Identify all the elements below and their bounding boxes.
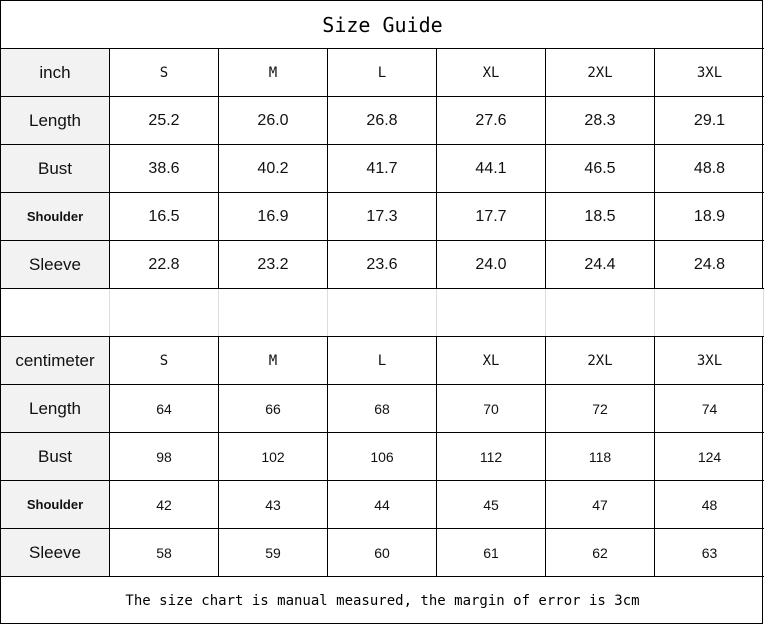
size-header: S bbox=[110, 337, 219, 384]
table-title: Size Guide bbox=[1, 1, 764, 49]
empty-cell bbox=[110, 289, 219, 336]
table-row: Bust 98 102 106 112 118 124 bbox=[1, 433, 764, 481]
table-cell: 68 bbox=[328, 385, 437, 432]
table-cell: 23.2 bbox=[219, 241, 328, 288]
size-header: 3XL bbox=[696, 352, 723, 369]
table-row: Length 25.2 26.0 26.8 27.6 28.3 29.1 bbox=[1, 97, 764, 145]
table-cell: 43 bbox=[219, 481, 328, 528]
table-cell: 74 bbox=[701, 400, 718, 417]
size-header: M bbox=[219, 49, 328, 96]
row-label: Bust bbox=[1, 145, 110, 192]
size-header: XL bbox=[437, 337, 546, 384]
table-cell: 16.5 bbox=[110, 193, 219, 240]
size-header: L bbox=[328, 337, 437, 384]
table-cell: 48.8 bbox=[693, 159, 726, 177]
row-label: Shoulder bbox=[1, 481, 110, 528]
table-cell: 40.2 bbox=[219, 145, 328, 192]
table-cell: 41.7 bbox=[328, 145, 437, 192]
table-cell: 44 bbox=[328, 481, 437, 528]
table-cell: 23.6 bbox=[328, 241, 437, 288]
empty-cell bbox=[437, 289, 546, 336]
row-label: Length bbox=[1, 385, 110, 432]
unit-label: centimeter bbox=[1, 337, 110, 384]
size-header-row: centimeter S M L XL 2XL 3XL bbox=[1, 337, 764, 385]
size-header: L bbox=[328, 49, 437, 96]
unit-label: inch bbox=[1, 49, 110, 96]
table-row: Sleeve 22.8 23.2 23.6 24.0 24.4 24.8 bbox=[1, 241, 764, 289]
table-row: Sleeve 58 59 60 61 62 63 bbox=[1, 529, 764, 577]
table-cell: 16.9 bbox=[219, 193, 328, 240]
size-header: M bbox=[219, 337, 328, 384]
table-cell: 18.9 bbox=[693, 207, 726, 225]
table-cell: 59 bbox=[219, 529, 328, 576]
empty-cell bbox=[1, 289, 110, 336]
table-row: Shoulder 16.5 16.9 17.3 17.7 18.5 18.9 bbox=[1, 193, 764, 241]
table-cell: 124 bbox=[697, 448, 722, 465]
row-label: Shoulder bbox=[1, 193, 110, 240]
table-cell: 64 bbox=[110, 385, 219, 432]
table-cell: 22.8 bbox=[110, 241, 219, 288]
empty-cell bbox=[328, 289, 437, 336]
size-header: 2XL bbox=[546, 337, 655, 384]
table-cell: 60 bbox=[328, 529, 437, 576]
table-cell: 98 bbox=[110, 433, 219, 480]
table-cell: 46.5 bbox=[546, 145, 655, 192]
row-label: Sleeve bbox=[1, 529, 110, 576]
table-row: Bust 38.6 40.2 41.7 44.1 46.5 48.8 bbox=[1, 145, 764, 193]
row-label: Length bbox=[1, 97, 110, 144]
table-cell: 29.1 bbox=[693, 111, 726, 129]
table-cell: 48 bbox=[701, 496, 718, 513]
table-cell: 17.7 bbox=[437, 193, 546, 240]
table-cell: 102 bbox=[219, 433, 328, 480]
table-cell: 118 bbox=[546, 433, 655, 480]
table-cell: 26.0 bbox=[219, 97, 328, 144]
size-header: 2XL bbox=[546, 49, 655, 96]
table-cell: 25.2 bbox=[110, 97, 219, 144]
table-row: Shoulder 42 43 44 45 47 48 bbox=[1, 481, 764, 529]
table-row: Length 64 66 68 70 72 74 bbox=[1, 385, 764, 433]
table-cell: 72 bbox=[546, 385, 655, 432]
table-cell: 106 bbox=[328, 433, 437, 480]
table-cell: 17.3 bbox=[328, 193, 437, 240]
table-cell: 112 bbox=[437, 433, 546, 480]
table-cell: 70 bbox=[437, 385, 546, 432]
size-header: XL bbox=[437, 49, 546, 96]
row-label: Sleeve bbox=[1, 241, 110, 288]
table-cell: 27.6 bbox=[437, 97, 546, 144]
table-cell: 63 bbox=[701, 544, 718, 561]
footer-note: The size chart is manual measured, the m… bbox=[125, 593, 640, 609]
table-cell: 24.8 bbox=[693, 255, 726, 273]
empty-cell bbox=[546, 289, 655, 336]
table-cell: 24.0 bbox=[437, 241, 546, 288]
table-cell: 61 bbox=[437, 529, 546, 576]
row-label: Bust bbox=[1, 433, 110, 480]
table-cell: 44.1 bbox=[437, 145, 546, 192]
size-header: S bbox=[110, 49, 219, 96]
table-cell: 24.4 bbox=[546, 241, 655, 288]
table-cell: 66 bbox=[219, 385, 328, 432]
empty-cell bbox=[655, 289, 764, 336]
table-cell: 38.6 bbox=[110, 145, 219, 192]
table-cell: 28.3 bbox=[546, 97, 655, 144]
empty-cell bbox=[219, 289, 328, 336]
size-header: 3XL bbox=[696, 64, 723, 81]
table-cell: 62 bbox=[546, 529, 655, 576]
size-header-row: inch S M L XL 2XL 3XL bbox=[1, 49, 764, 97]
table-cell: 58 bbox=[110, 529, 219, 576]
table-cell: 42 bbox=[110, 481, 219, 528]
table-cell: 45 bbox=[437, 481, 546, 528]
table-cell: 18.5 bbox=[546, 193, 655, 240]
table-cell: 26.8 bbox=[328, 97, 437, 144]
spacer-row bbox=[1, 289, 764, 337]
table-cell: 47 bbox=[546, 481, 655, 528]
